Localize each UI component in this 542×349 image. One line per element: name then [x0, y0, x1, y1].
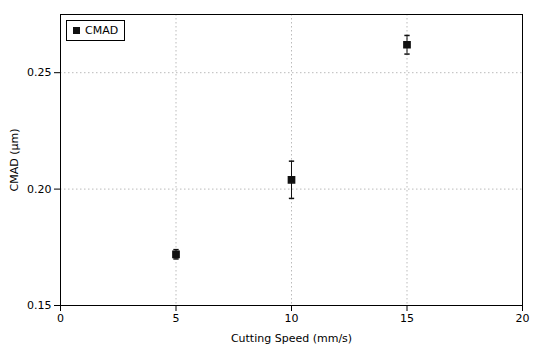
svg-text:0.25: 0.25: [27, 66, 52, 79]
svg-text:0.20: 0.20: [27, 183, 52, 196]
svg-text:20: 20: [516, 312, 530, 325]
svg-text:0: 0: [57, 312, 64, 325]
svg-text:Cutting Speed (mm/s): Cutting Speed (mm/s): [231, 332, 352, 345]
svg-text:10: 10: [285, 312, 299, 325]
svg-text:15: 15: [400, 312, 414, 325]
svg-text:CMAD (μm): CMAD (μm): [8, 129, 21, 192]
svg-text:5: 5: [173, 312, 180, 325]
html-text:CMAD: CMAD: [85, 24, 119, 37]
svg-text:0.15: 0.15: [27, 299, 52, 312]
